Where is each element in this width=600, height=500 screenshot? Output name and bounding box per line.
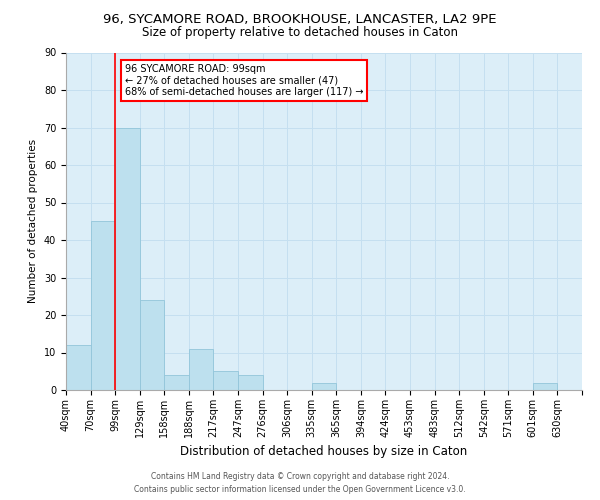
Bar bbox=[140, 300, 164, 390]
X-axis label: Distribution of detached houses by size in Caton: Distribution of detached houses by size … bbox=[181, 446, 467, 458]
Bar bbox=[238, 375, 263, 390]
Y-axis label: Number of detached properties: Number of detached properties bbox=[28, 139, 38, 304]
Text: Size of property relative to detached houses in Caton: Size of property relative to detached ho… bbox=[142, 26, 458, 39]
Text: Contains HM Land Registry data © Crown copyright and database right 2024.
Contai: Contains HM Land Registry data © Crown c… bbox=[134, 472, 466, 494]
Bar bbox=[66, 345, 91, 390]
Text: 96, SYCAMORE ROAD, BROOKHOUSE, LANCASTER, LA2 9PE: 96, SYCAMORE ROAD, BROOKHOUSE, LANCASTER… bbox=[103, 12, 497, 26]
Bar bbox=[164, 375, 189, 390]
Bar bbox=[115, 128, 140, 390]
Bar bbox=[533, 382, 557, 390]
Bar bbox=[91, 221, 115, 390]
Bar bbox=[189, 349, 214, 390]
Bar bbox=[312, 382, 336, 390]
Text: 96 SYCAMORE ROAD: 99sqm
← 27% of detached houses are smaller (47)
68% of semi-de: 96 SYCAMORE ROAD: 99sqm ← 27% of detache… bbox=[125, 64, 364, 97]
Bar bbox=[214, 371, 238, 390]
